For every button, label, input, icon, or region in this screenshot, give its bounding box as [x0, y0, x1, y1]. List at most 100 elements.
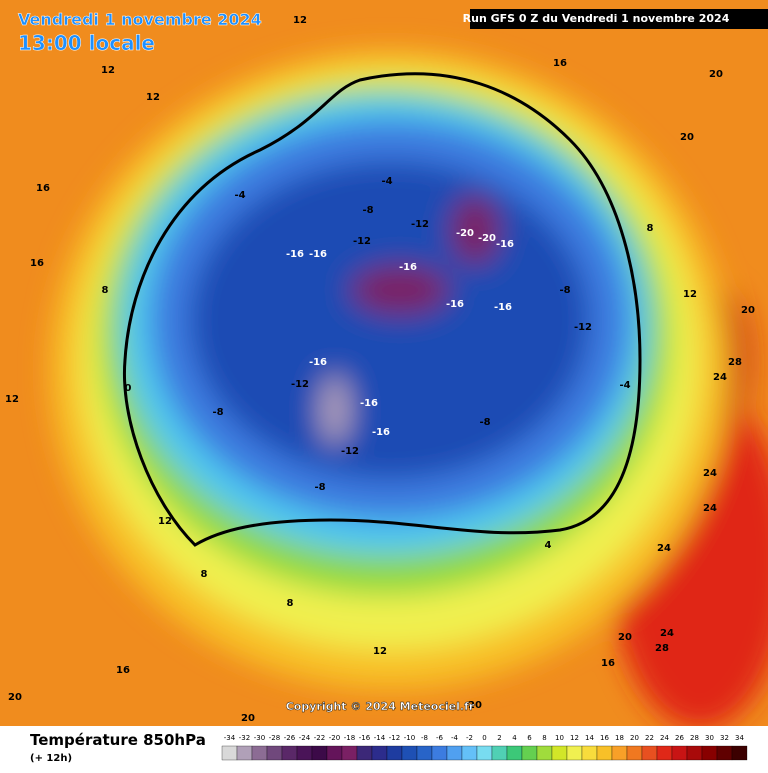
scale-label: -34	[224, 734, 236, 742]
scale-label: -28	[269, 734, 280, 742]
scale-label: -12	[389, 734, 400, 742]
scale-label: 18	[615, 734, 624, 742]
scale-swatch	[326, 745, 343, 761]
contour-label: 12	[101, 65, 115, 76]
scale-swatch	[266, 745, 283, 761]
scale-label: -6	[436, 734, 444, 742]
contour-label: 20	[8, 692, 22, 703]
temperature-field	[0, 0, 768, 730]
contour-label: -12	[574, 322, 592, 333]
map-title: Vendredi 1 novembre 2024	[18, 10, 262, 29]
scale-swatch	[686, 745, 703, 761]
scale-swatch	[566, 745, 583, 761]
contour-label: 20	[618, 632, 632, 643]
contour-label: -8	[559, 285, 570, 296]
scale-swatch	[386, 745, 403, 761]
contour-label: 24	[660, 628, 674, 639]
scale-label: 22	[645, 734, 654, 742]
contour-label: 16	[36, 183, 50, 194]
scale-label: -14	[374, 734, 386, 742]
contour-label: 8	[287, 598, 294, 609]
contour-label: 16	[601, 658, 615, 669]
scale-swatch	[656, 745, 673, 761]
contour-label: -12	[291, 379, 309, 390]
cold-core	[320, 375, 350, 445]
contour-label: 8	[102, 285, 109, 296]
scale-swatch	[491, 745, 508, 761]
isotherm-zero	[122, 72, 642, 547]
contour-label: -16	[496, 239, 514, 250]
scale-label: -20	[329, 734, 340, 742]
scale-swatch	[251, 745, 268, 761]
contour-label: 12	[683, 289, 697, 300]
scale-label: 8	[542, 734, 546, 742]
scale-swatch	[596, 745, 613, 761]
scale-label: 24	[660, 734, 669, 742]
contour-label: 12	[146, 92, 160, 103]
scale-label: 2	[497, 734, 501, 742]
scale-swatch	[701, 745, 718, 761]
scale-label: 26	[675, 734, 684, 742]
contour-label: 12	[293, 15, 307, 26]
contour-label: 24	[703, 503, 717, 514]
contour-label: -4	[234, 190, 245, 201]
contour-label: 24	[703, 468, 717, 479]
scale-label: -10	[404, 734, 415, 742]
contour-label: 20	[241, 713, 255, 724]
scale-label: -24	[299, 734, 311, 742]
map-subtitle: 13:00 locale	[18, 31, 155, 55]
scale-label: 4	[512, 734, 517, 742]
scale-label: 32	[720, 734, 729, 742]
scale-swatch	[311, 745, 328, 761]
scale-swatch	[551, 745, 568, 761]
scale-label: -18	[344, 734, 355, 742]
scale-swatch	[416, 745, 433, 761]
scale-swatch	[431, 745, 448, 761]
scale-swatch	[716, 745, 733, 761]
contour-label: 4	[545, 540, 552, 551]
contour-label: -12	[341, 446, 359, 457]
scale-label: 14	[585, 734, 594, 742]
contour-label: -16	[309, 357, 327, 368]
scale-swatch	[506, 745, 523, 761]
scale-swatch	[221, 745, 238, 761]
contour-label: 12	[5, 394, 19, 405]
scale-swatch	[446, 745, 463, 761]
contour-label: -8	[479, 417, 490, 428]
run-banner	[470, 9, 768, 29]
contour-label: -16	[309, 249, 327, 260]
scale-label: 10	[555, 734, 564, 742]
scale-label: -4	[451, 734, 459, 742]
scale-swatch	[536, 745, 553, 761]
contour-label: -16	[286, 249, 304, 260]
contour-label: 28	[728, 357, 742, 368]
scale-swatch	[461, 745, 478, 761]
scale-swatch	[476, 745, 493, 761]
contour-label: 0	[125, 383, 132, 394]
contour-label: 8	[201, 569, 208, 580]
color-scale: -34 -32 -30 -28 -26 -24 -22 -20 -18 -16 -14 -12 -10-…	[221, 734, 748, 761]
scale-swatch	[356, 745, 373, 761]
run-info: Run GFS 0 Z du Vendredi 1 novembre 2024	[463, 12, 730, 25]
contour-label: 16	[116, 665, 130, 676]
scale-label: 6	[527, 734, 532, 742]
scale-swatch	[626, 745, 643, 761]
contour-label: -20	[456, 228, 474, 239]
scale-swatch	[341, 745, 358, 761]
contour-label: -16	[360, 398, 378, 409]
contour-label: 16	[553, 58, 567, 69]
contour-label: 12	[158, 516, 172, 527]
contour-label: 20	[468, 700, 482, 711]
scale-label: 20	[630, 734, 639, 742]
scale-label: -8	[421, 734, 428, 742]
contour-label: -16	[446, 299, 464, 310]
contour-label: -16	[399, 262, 417, 273]
scale-swatch	[731, 745, 748, 761]
scale-swatch	[521, 745, 538, 761]
scale-label: 12	[570, 734, 579, 742]
scale-label: 28	[690, 734, 699, 742]
scale-label: -2	[466, 734, 473, 742]
scale-label: 16	[600, 734, 609, 742]
contour-label: 20	[709, 69, 723, 80]
contour-label: 12	[373, 646, 387, 657]
